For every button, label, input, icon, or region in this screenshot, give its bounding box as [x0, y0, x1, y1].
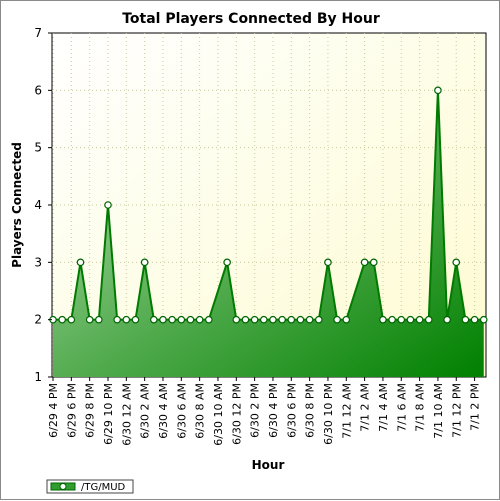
data-point — [85, 315, 94, 324]
series-area — [53, 90, 484, 377]
data-point — [140, 258, 149, 267]
y-tick-label: 3 — [34, 255, 42, 269]
data-point — [195, 315, 204, 324]
data-point — [205, 315, 213, 324]
data-point — [314, 315, 323, 324]
data-point — [122, 315, 131, 324]
x-tick-label: 6/30 2 AM — [139, 383, 152, 439]
data-point — [232, 315, 241, 324]
x-tick-label: 7/1 12 AM — [340, 383, 353, 439]
data-point — [296, 315, 305, 324]
data-point — [479, 315, 488, 324]
x-tick-label: 6/30 12 PM — [230, 383, 243, 445]
chart-title: Total Players Connected By Hour — [122, 11, 380, 27]
data-point — [177, 315, 186, 324]
data-point — [461, 315, 470, 324]
data-point — [305, 315, 314, 324]
data-point — [159, 315, 167, 324]
y-tick-label: 6 — [34, 83, 42, 97]
data-point — [415, 315, 424, 324]
x-axis-label: Hour — [252, 458, 285, 472]
data-point — [333, 315, 341, 324]
data-point — [342, 315, 351, 324]
data-point — [397, 315, 406, 324]
x-tick-label: 6/30 10 PM — [322, 383, 335, 445]
x-tick-label: 7/1 8 AM — [414, 383, 427, 432]
data-point — [434, 86, 442, 95]
data-point — [223, 258, 231, 267]
x-tick-label: 6/30 12 AM — [120, 383, 133, 446]
data-point — [379, 315, 387, 324]
y-axis-ticks: 1 2 3 4 5 6 7 — [34, 26, 52, 384]
data-point — [388, 315, 396, 324]
x-tick-label: 6/29 4 PM — [47, 383, 60, 438]
y-tick-label: 2 — [34, 313, 42, 327]
data-point — [424, 315, 433, 324]
data-point — [443, 315, 451, 324]
data-point — [76, 258, 85, 267]
x-tick-label: 6/30 2 PM — [249, 383, 262, 438]
x-tick-label: 7/1 2 AM — [359, 383, 372, 432]
data-point — [259, 315, 268, 324]
y-axis-label: Players Connected — [10, 142, 24, 268]
y-tick-label: 1 — [34, 370, 42, 384]
x-tick-label: 7/1 2 PM — [469, 383, 482, 431]
data-point — [470, 315, 479, 324]
legend-marker — [59, 483, 67, 490]
y-tick-label: 7 — [34, 26, 42, 40]
data-point — [150, 315, 158, 324]
data-point — [95, 315, 103, 324]
x-axis-ticks: 6/29 4 PM 6/29 6 PM 6/29 8 PM 6/29 10 PM 6/3… — [47, 377, 482, 446]
data-point — [452, 258, 461, 267]
data-point — [241, 315, 250, 324]
data-point — [250, 315, 259, 324]
y-tick-label: 5 — [34, 141, 42, 155]
data-point — [287, 315, 296, 324]
data-point — [324, 258, 332, 267]
x-tick-label: 6/29 8 PM — [84, 383, 97, 438]
series-points — [49, 86, 488, 324]
legend: /TG/MUD — [46, 479, 134, 494]
x-tick-label: 6/30 4 AM — [157, 383, 170, 439]
x-tick-label: 6/29 6 PM — [65, 383, 78, 438]
data-point — [186, 315, 195, 324]
x-tick-label: 6/30 8 PM — [304, 383, 317, 438]
data-point — [113, 315, 121, 324]
x-tick-label: 7/1 6 AM — [395, 383, 408, 432]
x-tick-label: 7/1 4 AM — [377, 383, 390, 432]
data-point — [269, 315, 277, 324]
legend-entry: /TG/MUD — [81, 482, 126, 493]
x-tick-label: 6/30 6 AM — [175, 383, 188, 439]
y-tick-label: 4 — [34, 198, 42, 212]
data-point — [58, 315, 66, 324]
data-point — [131, 315, 140, 324]
data-point — [369, 258, 378, 267]
data-point — [104, 201, 112, 209]
series-line — [53, 90, 484, 321]
data-point — [406, 315, 415, 324]
data-point — [168, 315, 176, 324]
x-tick-label: 7/1 10 AM — [432, 383, 445, 439]
x-tick-label: 6/30 4 PM — [267, 383, 280, 438]
data-point — [278, 315, 286, 324]
x-tick-label: 6/30 8 AM — [194, 383, 207, 439]
data-point — [67, 315, 76, 324]
x-tick-label: 6/29 10 PM — [102, 383, 115, 445]
x-tick-label: 6/30 6 PM — [285, 383, 298, 438]
x-tick-label: 7/1 12 PM — [450, 383, 463, 438]
x-tick-label: 6/30 10 AM — [212, 383, 225, 446]
data-point — [360, 258, 369, 267]
